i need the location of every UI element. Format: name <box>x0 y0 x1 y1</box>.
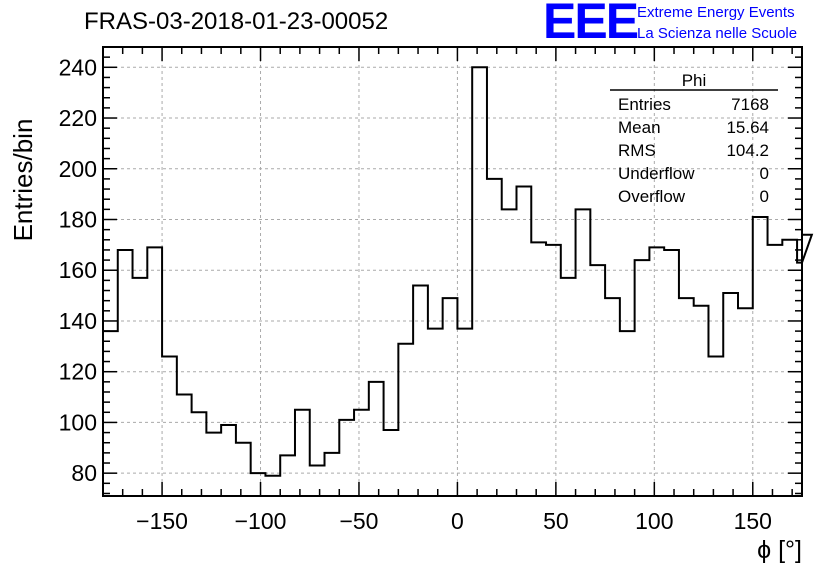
stats-label: RMS <box>618 141 656 160</box>
stats-label: Entries <box>618 95 671 114</box>
stats-value: 15.64 <box>726 118 769 137</box>
x-tick-label: 100 <box>635 508 673 534</box>
y-tick-label: 200 <box>59 156 97 182</box>
stats-value: 0 <box>760 164 769 183</box>
stats-label: Overflow <box>618 187 686 206</box>
x-tick-label: 0 <box>451 508 464 534</box>
y-tick-label: 180 <box>59 206 97 232</box>
x-tick-label: −50 <box>339 508 378 534</box>
axis-ticks: −150 −100 −50 0 50 100 150 80 100 120 140 160 180 200… <box>59 46 802 534</box>
logo-subtitle-line2: La Scienza nelle Scuole <box>637 25 798 42</box>
y-tick-label: 100 <box>59 409 97 435</box>
y-tick-label: 240 <box>59 54 97 80</box>
stats-box: Phi Entries 7168 Mean 15.64 RMS 104.2 Underflow… <box>610 71 778 206</box>
eee-logo: EEE <box>543 0 639 49</box>
y-tick-label: 140 <box>59 308 97 334</box>
y-tick-label: 120 <box>59 359 97 385</box>
x-axis-label: ϕ [°] <box>757 536 802 564</box>
histogram-line <box>103 66 814 477</box>
stats-label: Underflow <box>618 164 695 183</box>
y-tick-label: 80 <box>71 460 97 486</box>
logo-subtitle-line1: Extreme Energy Events <box>637 4 795 21</box>
plot-frame <box>102 46 803 497</box>
stats-value: 7168 <box>731 95 769 114</box>
x-tick-label: 150 <box>734 508 772 534</box>
y-axis-label: Entries/bin <box>8 119 38 242</box>
y-tick-label: 220 <box>59 105 97 131</box>
stats-label: Mean <box>618 118 661 137</box>
y-tick-label: 160 <box>59 257 97 283</box>
stats-value: 104.2 <box>726 141 769 160</box>
chart-title: FRAS-03-2018-01-23-00052 <box>84 8 389 35</box>
stats-title: Phi <box>682 71 707 90</box>
x-tick-label: −150 <box>136 508 188 534</box>
stats-value: 0 <box>760 187 769 206</box>
x-tick-label: 50 <box>543 508 569 534</box>
grid <box>103 47 802 496</box>
x-tick-label: −100 <box>235 508 287 534</box>
